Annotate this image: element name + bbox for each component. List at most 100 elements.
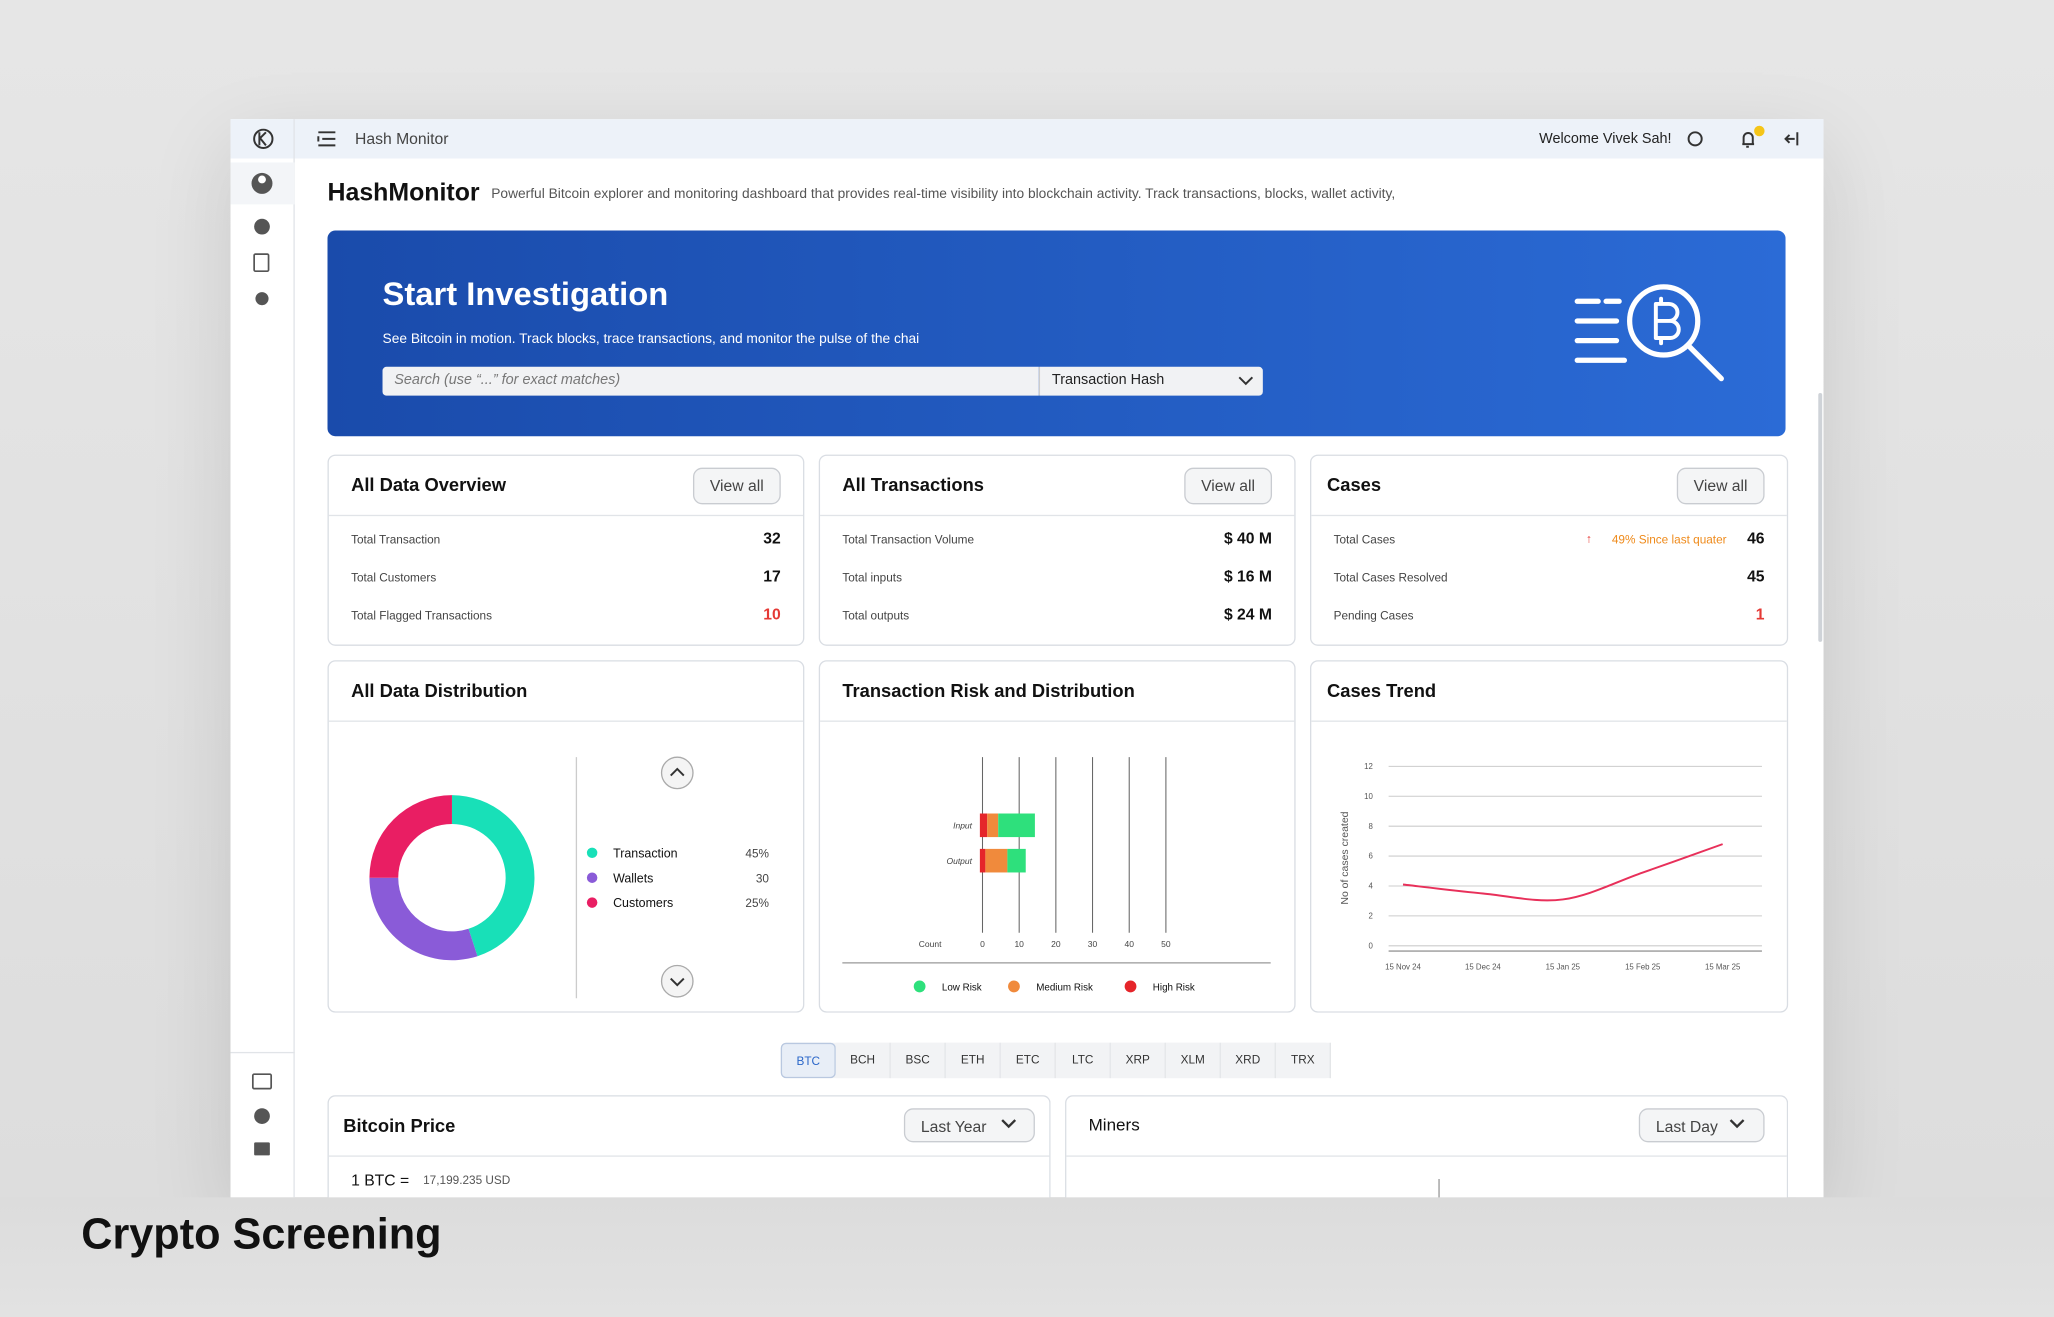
id-icon[interactable] xyxy=(251,1073,273,1090)
bar-segment xyxy=(979,813,988,838)
x-tick-label: 15 Feb 25 xyxy=(1625,962,1661,971)
view-all-button[interactable]: View all xyxy=(1184,467,1273,505)
overview-card: All Transactions View all Total Transactio… xyxy=(818,454,1296,646)
bell-icon[interactable] xyxy=(1742,132,1755,148)
card-header: All Data Overview View all xyxy=(328,456,804,517)
trend-line xyxy=(1402,843,1723,902)
y-tick-label: 10 xyxy=(1364,792,1373,801)
x-tick-label: 20 xyxy=(1051,939,1061,949)
row-value: $ 40 M xyxy=(1223,529,1273,548)
view-all-button[interactable]: View all xyxy=(1676,467,1765,505)
y-tick-label: 8 xyxy=(1369,822,1374,831)
coin-tab[interactable]: XRP xyxy=(1110,1042,1166,1079)
overview-card: All Data Overview View all Total Transacti… xyxy=(327,454,805,646)
overview-card: Cases View all Total Cases 46 49% Since last… xyxy=(1310,454,1789,646)
search-input[interactable]: Search (use “...” for exact matches) xyxy=(382,366,1039,396)
logo-icon xyxy=(253,128,274,150)
x-tick-label: 0 xyxy=(980,939,985,949)
bar-segment xyxy=(998,813,1035,838)
legend-label: Customers xyxy=(613,896,673,910)
price-card: Bitcoin Price Last Year 1 BTC = 17,199.2… xyxy=(327,1095,1051,1215)
legend-value: 45% xyxy=(745,847,769,860)
card-header: Cases Trend xyxy=(1311,662,1787,722)
notification-dot xyxy=(1754,125,1765,137)
price-value: 17,199.235 USD xyxy=(423,1173,511,1187)
card-title: Cases Trend xyxy=(1327,679,1437,701)
row-label: Total Cases Resolved xyxy=(1333,571,1448,585)
scrollbar xyxy=(1818,392,1823,642)
chart-axis xyxy=(1438,1179,1440,1206)
search-type-select[interactable]: Transaction Hash xyxy=(1038,366,1263,396)
x-tick-label: 15 Jan 25 xyxy=(1546,962,1581,971)
card-header: All Transactions View all xyxy=(820,456,1295,517)
card-title: All Data Distribution xyxy=(351,679,528,701)
y-tick-label: 2 xyxy=(1369,912,1373,921)
row-label: Total Transaction xyxy=(351,533,441,547)
category-label: Input xyxy=(953,821,973,831)
x-tick-label: 40 xyxy=(1124,939,1134,949)
welcome-text: Welcome Vivek Sah! xyxy=(1539,131,1672,147)
top-bar xyxy=(230,119,1824,159)
legend-label: Transaction xyxy=(613,846,678,860)
menu-icon[interactable] xyxy=(317,131,336,147)
report-icon[interactable] xyxy=(253,253,270,273)
logout-icon[interactable] xyxy=(1784,132,1799,146)
card-title: All Data Overview xyxy=(351,474,507,496)
bar-segment xyxy=(985,848,1008,873)
coin-tab[interactable]: BTC xyxy=(780,1042,836,1079)
coin-tab[interactable]: BSC xyxy=(890,1042,946,1079)
coin-tab[interactable]: ETC xyxy=(1000,1042,1056,1079)
coin-tab[interactable]: LTC xyxy=(1055,1042,1111,1079)
bar-segment xyxy=(979,848,986,873)
row-value: $ 16 M xyxy=(1223,567,1273,586)
scroll-arrow xyxy=(670,977,685,987)
bitcoin-icon[interactable] xyxy=(254,218,270,235)
settings-nav-icon[interactable] xyxy=(255,292,269,306)
donut-segment xyxy=(451,795,535,957)
price-label: 1 BTC = xyxy=(351,1171,410,1190)
row-value: 45 xyxy=(1747,567,1765,586)
scroll-button[interactable] xyxy=(660,756,694,790)
settings-icon[interactable] xyxy=(1687,131,1703,147)
card-title: Cases xyxy=(1327,474,1382,496)
row-value: $ 24 M xyxy=(1223,605,1273,624)
row-note: 49% Since last quater xyxy=(1611,533,1727,547)
sidebar-divider xyxy=(230,1051,295,1054)
page-title: HashMonitor xyxy=(327,179,480,207)
card-title: All Transactions xyxy=(842,474,985,496)
chat-icon[interactable] xyxy=(254,1142,270,1156)
row-value: 17 xyxy=(763,567,781,586)
trend-arrow: ↑ xyxy=(1586,531,1593,545)
category-label: Output xyxy=(946,856,972,866)
legend-dot xyxy=(1124,980,1137,993)
legend-dot xyxy=(1008,980,1020,993)
help-icon[interactable] xyxy=(254,1108,270,1124)
legend-value: 30 xyxy=(756,872,770,885)
scroll-button[interactable] xyxy=(660,964,694,998)
profile-icon xyxy=(258,175,266,184)
view-all-button[interactable]: View all xyxy=(692,467,781,505)
legend-label: Low Risk xyxy=(942,982,982,993)
coin-tab[interactable]: ETH xyxy=(945,1042,1001,1079)
card-header: Cases View all xyxy=(1311,456,1787,517)
legend-label: High Risk xyxy=(1153,982,1195,993)
coin-tab[interactable]: XLM xyxy=(1165,1042,1221,1079)
coin-tab[interactable]: BCH xyxy=(835,1042,891,1079)
row-label: Pending Cases xyxy=(1333,609,1414,623)
coin-tab[interactable]: XRD xyxy=(1220,1042,1276,1079)
y-tick-label: 12 xyxy=(1364,762,1373,771)
x-tick-label: 50 xyxy=(1161,939,1171,949)
x-tick-label: 30 xyxy=(1088,939,1098,949)
row-label: Total outputs xyxy=(842,609,910,623)
card-header: All Data Distribution xyxy=(328,662,804,722)
legend-value: 25% xyxy=(745,897,769,910)
legend-dot xyxy=(913,980,926,993)
y-tick-label: 4 xyxy=(1369,882,1374,891)
row-value: 1 xyxy=(1755,605,1765,624)
x-tick-label: 15 Mar 25 xyxy=(1705,962,1741,971)
footer-area xyxy=(0,1197,2054,1317)
coin-tab[interactable]: TRX xyxy=(1275,1042,1331,1079)
legend-label: Wallets xyxy=(613,871,653,885)
